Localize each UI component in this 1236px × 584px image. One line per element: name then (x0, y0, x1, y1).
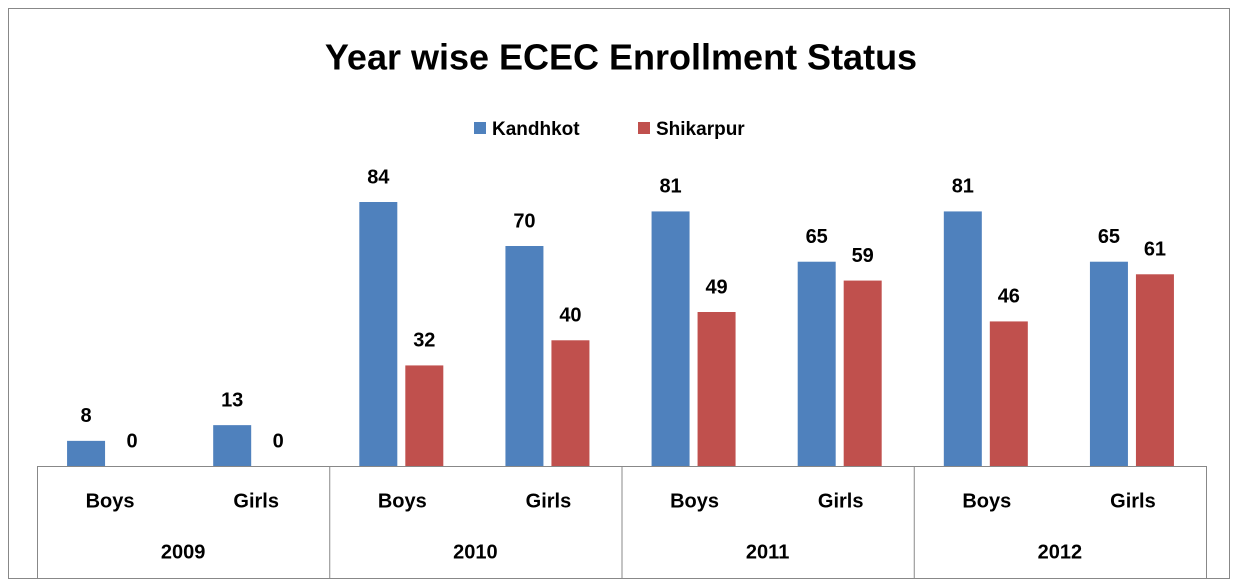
data-label: 65 (1098, 226, 1120, 248)
data-label: 70 (513, 210, 535, 232)
data-label: 65 (806, 226, 828, 248)
x-tick-label: Boys (378, 490, 427, 512)
group-label: 2009 (161, 541, 206, 563)
legend-label: Kandhkot (492, 119, 580, 140)
data-label: 84 (367, 166, 390, 188)
x-tick-label: Boys (670, 490, 719, 512)
x-tick-label: Girls (233, 490, 279, 512)
bar (943, 211, 982, 466)
x-tick-label: Girls (526, 490, 572, 512)
chart-title: Year wise ECEC Enrollment Status (325, 37, 917, 78)
group-label: 2011 (746, 541, 789, 563)
group-label: 2010 (453, 541, 498, 563)
bar (651, 211, 690, 466)
data-label: 46 (998, 286, 1020, 308)
bar (405, 365, 444, 466)
data-label: 0 (127, 430, 138, 452)
bar (697, 312, 736, 466)
data-label: 13 (221, 389, 243, 411)
bar (1089, 261, 1128, 466)
bar (505, 246, 544, 466)
data-label: 59 (852, 245, 874, 267)
bar (67, 440, 106, 466)
legend-swatch (638, 122, 650, 134)
bar (797, 261, 836, 466)
bar (1135, 274, 1174, 466)
group-label: 2012 (1038, 541, 1083, 563)
data-label: 8 (81, 405, 92, 427)
legend-swatch (474, 122, 486, 134)
x-tick-label: Girls (818, 490, 864, 512)
data-label: 81 (659, 176, 681, 198)
data-label: 49 (705, 276, 727, 298)
bar (359, 202, 398, 466)
x-tick-label: Boys (86, 490, 135, 512)
bar (213, 425, 252, 466)
bar (551, 340, 590, 466)
chart-border (8, 8, 1230, 579)
data-label: 61 (1144, 239, 1166, 261)
data-label: 40 (559, 305, 581, 327)
data-label: 32 (413, 330, 435, 352)
data-label: 81 (952, 176, 974, 198)
bar (843, 280, 882, 466)
legend-label: Shikarpur (656, 119, 745, 140)
data-label: 0 (273, 430, 284, 452)
x-tick-label: Boys (962, 490, 1011, 512)
bar (989, 321, 1028, 466)
x-tick-label: Girls (1110, 490, 1156, 512)
